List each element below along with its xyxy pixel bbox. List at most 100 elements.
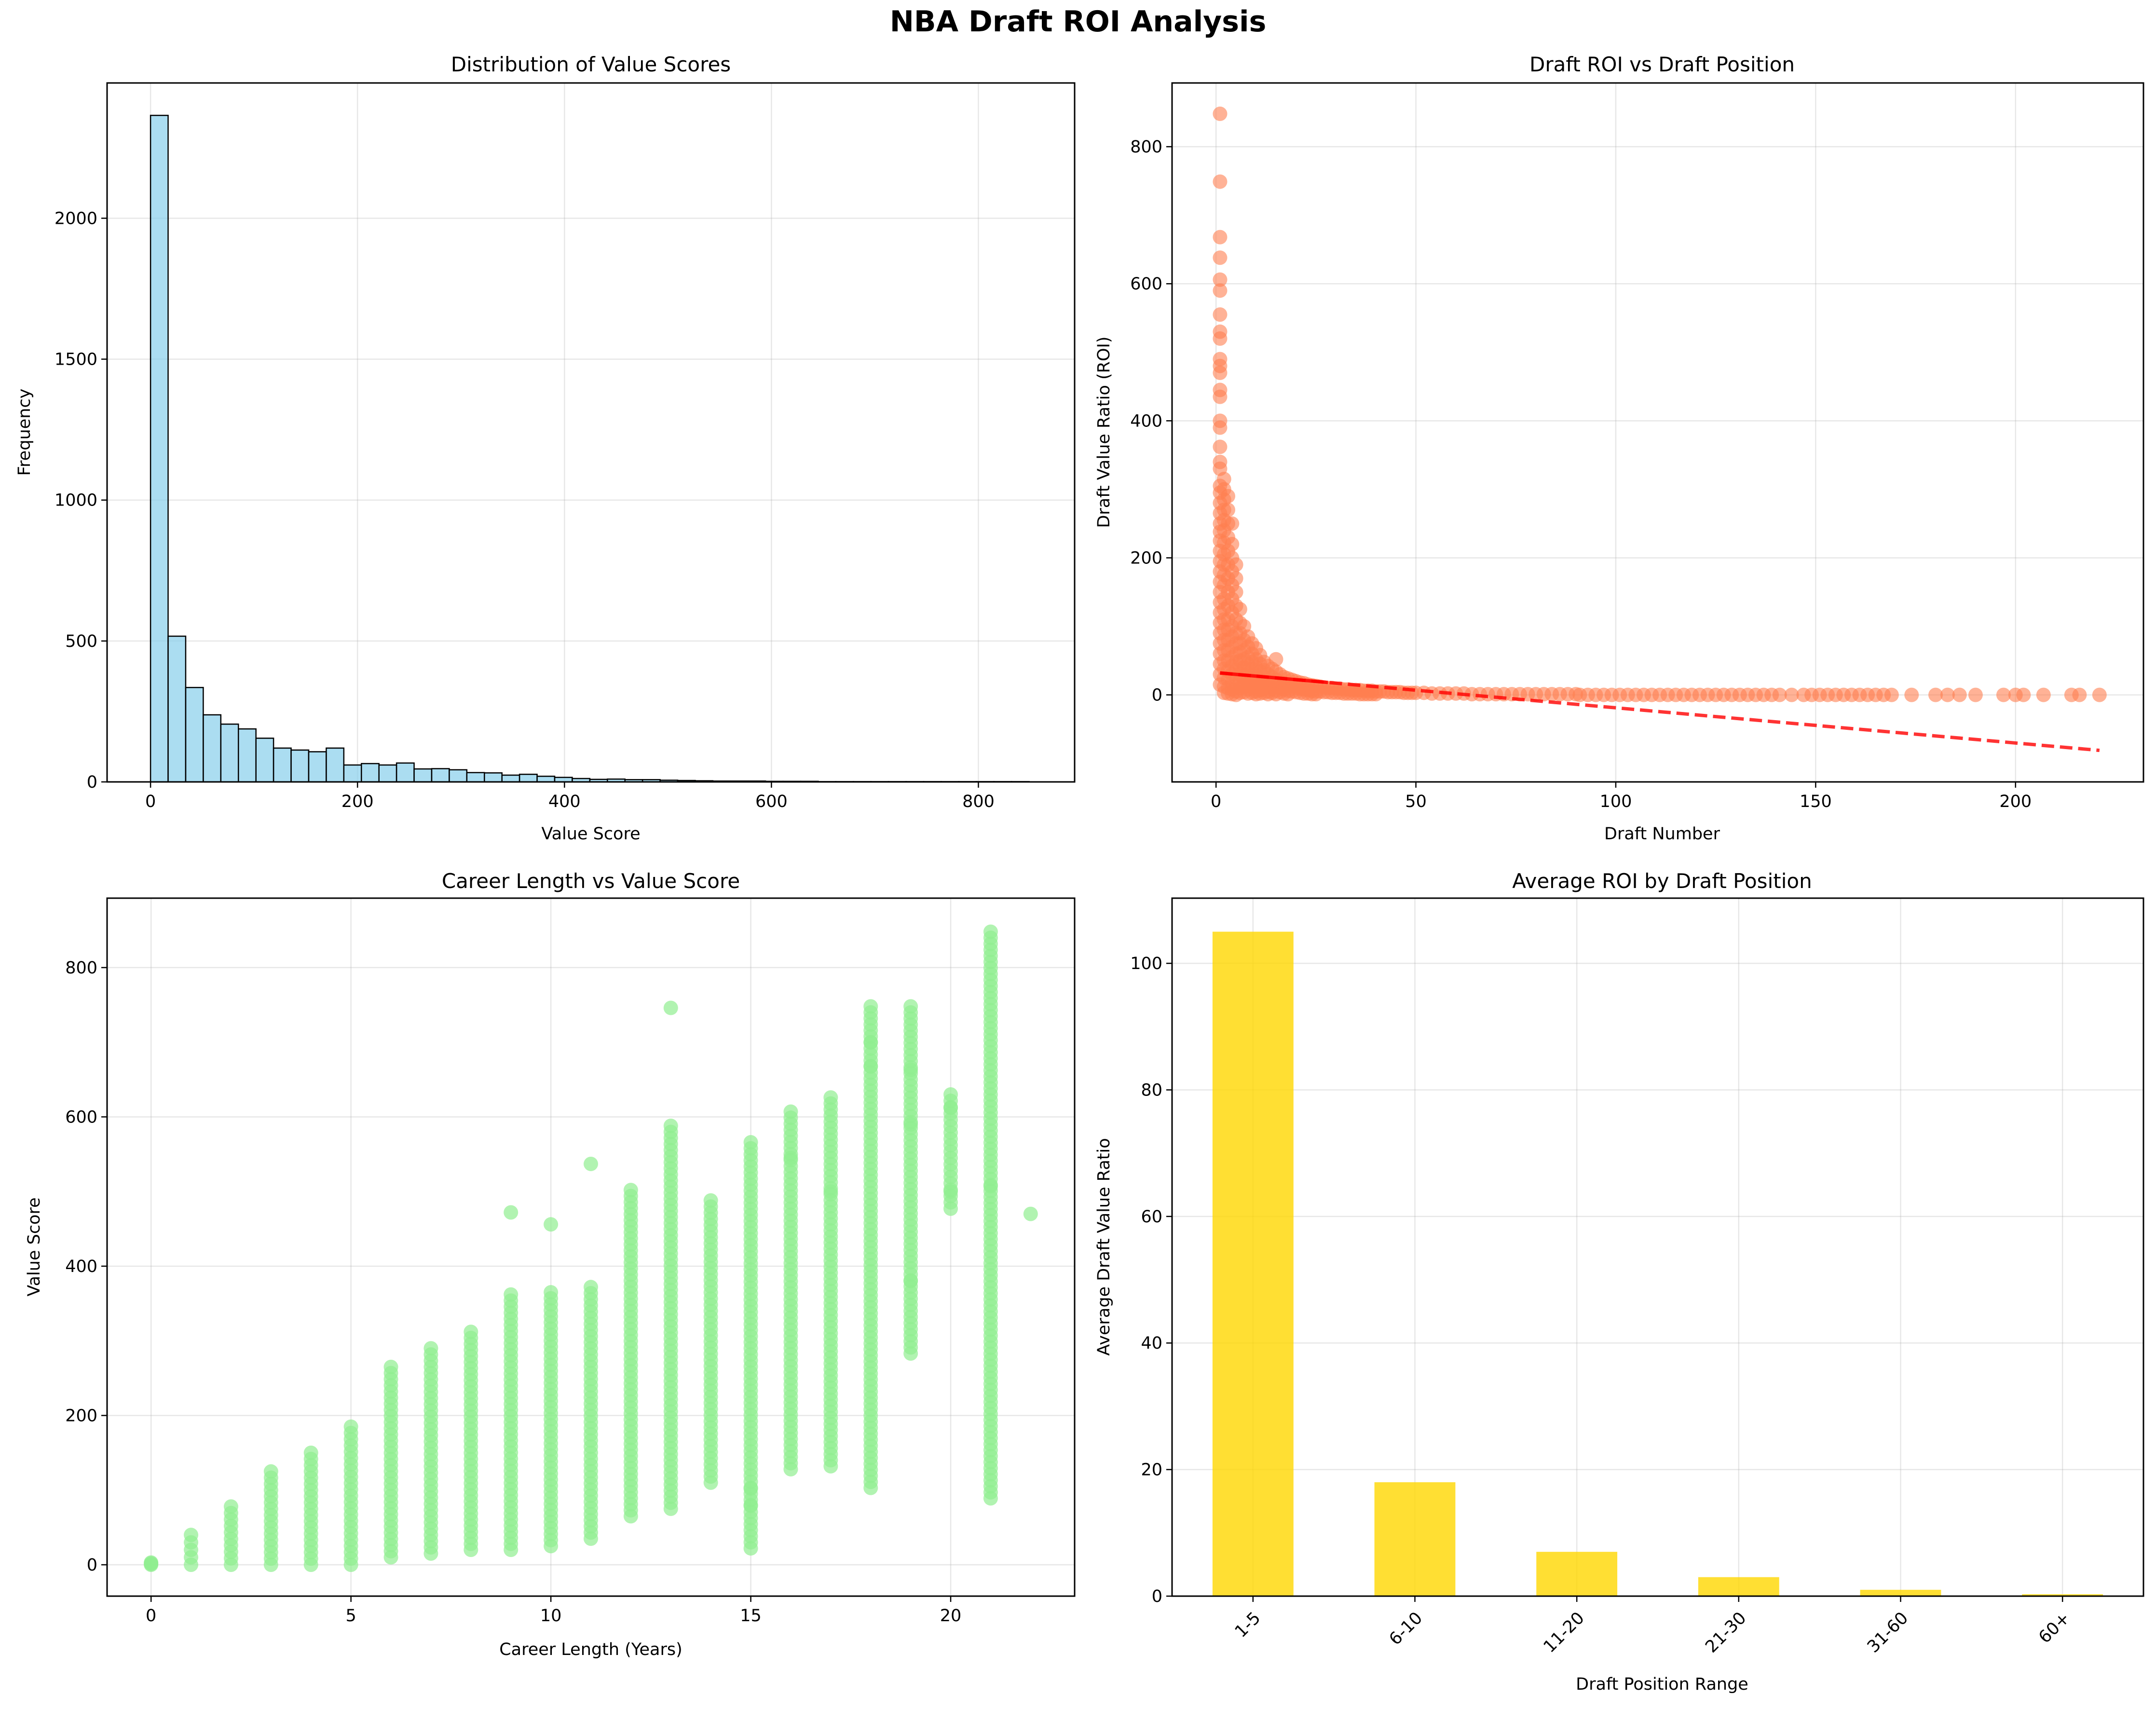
career-point [903,1273,918,1288]
roi-scatter-xtick-label: 200 [1999,792,2032,811]
roi-point [1904,687,1919,702]
roi-point [1952,687,1967,702]
career-scatter-ytick-label: 0 [87,1556,97,1575]
histogram-bar [167,635,187,783]
roi-point [1221,489,1236,504]
histogram-bar [238,728,257,783]
career-point [464,1325,478,1340]
career-point [423,1341,438,1356]
career-point [823,1184,838,1199]
career-scatter-frame [106,897,1076,1597]
roi-point [1213,439,1228,454]
roi-point [1213,307,1228,322]
roi-point [1213,365,1228,380]
roi-point [1213,420,1228,435]
roi-point [1213,174,1228,189]
avg-roi-bar [2022,1594,2103,1596]
roi-point [1213,272,1228,287]
histogram-bar [220,723,239,783]
roi-point [1213,389,1228,404]
career-point [983,1179,998,1194]
career-point [584,1156,598,1171]
avg-roi-xtick-label: 1-5 [1231,1608,1265,1641]
career-point [943,1100,958,1115]
avg-roi-xtick-label: 6-10 [1386,1608,1426,1649]
roi-point [1225,516,1240,531]
histogram-ytick-label: 0 [87,773,97,792]
career-point [1023,1206,1038,1221]
roi-scatter-ticks: 0 50 100 150 200 0 200 400 600 800 [1130,137,2032,811]
career-scatter-panel: Career Length vs Value Score 0 5 10 15 20020… [25,869,1076,1659]
avg-roi-title: Average ROI by Draft Position [1512,869,1812,893]
career-scatter-xlabel: Career Length (Years) [499,1640,682,1659]
roi-point [1940,687,1955,702]
career-point [544,1217,559,1232]
avg-roi-ytick-label: 100 [1130,954,1162,973]
histogram-grid [107,83,1075,783]
career-point [544,1285,559,1300]
avg-roi-bar [1212,931,1294,1596]
avg-roi-ytick-label: 0 [1152,1587,1162,1606]
career-scatter-xtick-label: 15 [740,1606,762,1626]
career-scatter-points [144,924,1038,1572]
career-scatter-xtick-label: 10 [540,1606,562,1626]
career-point [303,1445,318,1460]
histogram-bar [413,768,433,783]
avg-roi-bar [1860,1589,1941,1596]
career-point [343,1419,358,1434]
career-point [863,1035,878,1050]
roi-point [1269,652,1283,667]
career-point [903,1062,918,1077]
histogram-bar [255,738,274,783]
career-point [383,1359,398,1374]
career-point [623,1183,638,1198]
roi-scatter-title: Draft ROI vs Draft Position [1529,53,1795,76]
histogram-xtick-label: 200 [341,792,374,811]
roi-scatter-ytick-label: 800 [1130,137,1162,157]
histogram-bars [150,114,1030,783]
roi-point [1772,687,1787,702]
histogram-ticks: 0 200 400 600 800 0 500 1000 1500 2000 [55,209,995,811]
histogram-bar [449,769,468,783]
roi-point [1225,537,1240,552]
roi-scatter-ytick-label: 0 [1152,686,1162,705]
career-point [943,1087,958,1102]
histogram-xlabel: Value Score [541,824,640,844]
roi-point [1216,472,1231,487]
histogram-bar [203,714,222,783]
histogram-frame [106,82,1076,783]
avg-roi-xlabel: Draft Position Range [1576,1675,1748,1694]
avg-roi-ytick-label: 80 [1141,1080,1162,1100]
histogram-bar [273,747,292,783]
career-scatter-xtick-label: 0 [146,1606,156,1626]
roi-scatter-xtick-label: 100 [1600,792,1632,811]
avg-roi-bar [1374,1482,1456,1596]
avg-roi-xtick-label: 11-20 [1540,1608,1588,1656]
histogram-bar [308,751,327,783]
roi-scatter-ytick-label: 200 [1130,548,1162,568]
roi-point [2092,687,2107,702]
histogram-bar [466,772,485,783]
histogram-ytick-label: 2000 [55,209,97,228]
histogram-ytick-label: 500 [65,632,97,651]
histogram-bar [343,764,362,783]
career-point [184,1528,199,1543]
roi-scatter-frame [1171,82,2144,783]
histogram-bar [185,687,204,783]
histogram-bar [519,773,538,783]
roi-scatter-xtick-label: 0 [1211,792,1221,811]
histogram-bar [536,776,556,783]
roi-point [1968,687,1983,702]
career-point [663,1119,678,1134]
avg-roi-ytick-label: 40 [1141,1334,1162,1353]
roi-point [1884,687,1899,702]
career-point [743,1135,758,1150]
career-scatter-xtick-label: 20 [940,1606,962,1626]
roi-scatter-ytick-label: 600 [1130,274,1162,294]
career-point [903,999,918,1014]
career-point [223,1499,238,1514]
roi-scatter-points [1213,106,2107,702]
avg-roi-bar [1536,1552,1618,1596]
